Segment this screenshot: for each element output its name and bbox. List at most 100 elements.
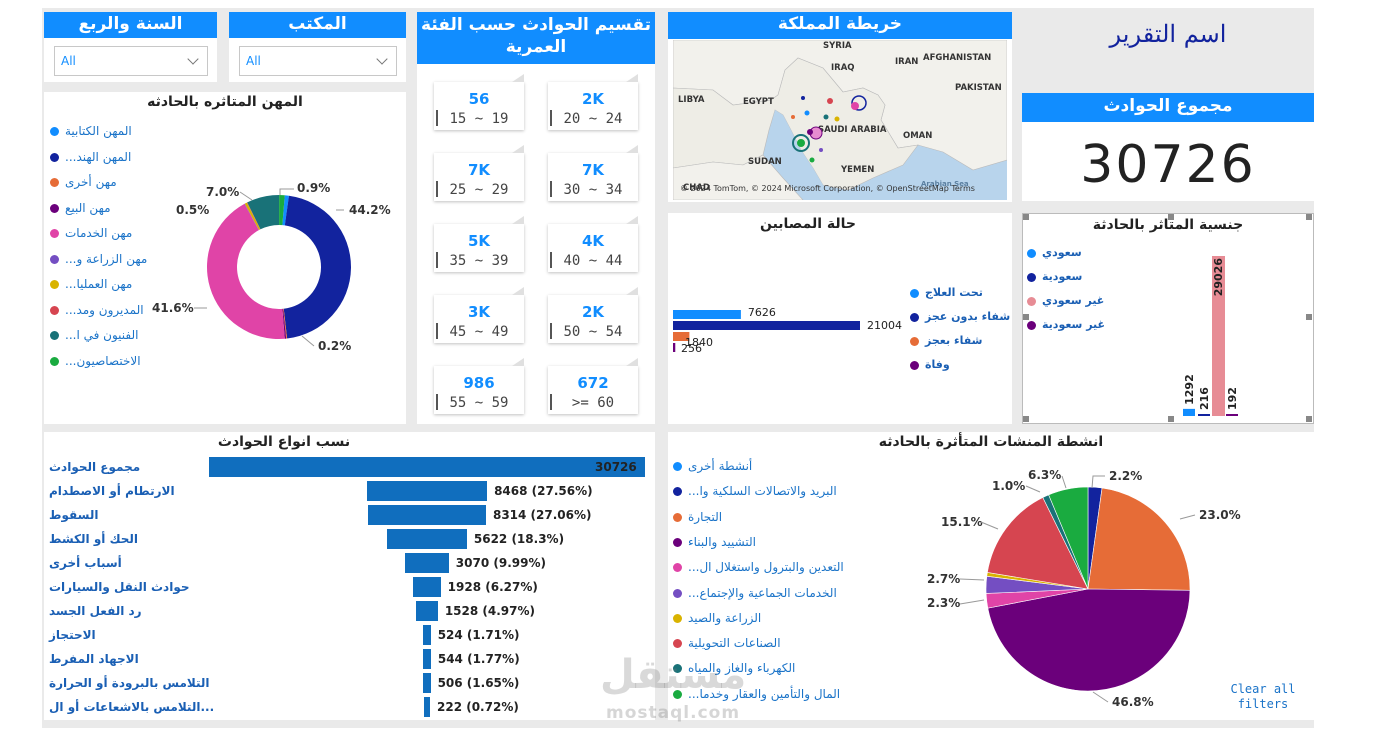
nationality-legend-item[interactable]: غير سعودية bbox=[1027, 318, 1105, 331]
activities-legend-item[interactable]: التعدين والبترول واستغلال ال... bbox=[673, 560, 844, 574]
occupations-legend-item[interactable]: المديرون ومد... bbox=[50, 303, 144, 317]
occupations-legend-item[interactable]: الاختصاصيون... bbox=[50, 354, 141, 368]
donut-slice[interactable] bbox=[282, 308, 287, 339]
donut-slice[interactable] bbox=[247, 195, 280, 230]
funnel-bar[interactable] bbox=[366, 481, 488, 501]
map-attribution[interactable]: © 2024 TomTom, © 2024 Microsoft Corporat… bbox=[680, 184, 975, 193]
funnel-bar[interactable] bbox=[423, 673, 431, 693]
resize-handle-icon[interactable] bbox=[1023, 314, 1029, 320]
map-marker[interactable] bbox=[801, 96, 805, 100]
nationality-bar[interactable] bbox=[1226, 414, 1238, 416]
pie-slice[interactable] bbox=[987, 497, 1089, 590]
map-marker[interactable] bbox=[851, 95, 867, 111]
injured-bar[interactable] bbox=[673, 332, 690, 341]
year-quarter-dropdown[interactable]: All bbox=[54, 46, 208, 76]
activities-legend-item[interactable]: الصناعات التحويلية bbox=[673, 636, 781, 650]
funnel-bar[interactable] bbox=[416, 601, 438, 621]
donut-slice[interactable] bbox=[283, 308, 288, 339]
funnel-bar[interactable] bbox=[424, 697, 430, 717]
funnel-bar[interactable] bbox=[368, 505, 486, 525]
pie-slice[interactable] bbox=[987, 588, 1191, 692]
map-marker[interactable] bbox=[804, 110, 810, 116]
age-card[interactable]: 2K 50 ~ 54 bbox=[548, 287, 638, 343]
donut-slice[interactable] bbox=[283, 195, 351, 339]
injured-bar[interactable] bbox=[673, 310, 741, 319]
nationality-legend-item[interactable]: سعودية bbox=[1027, 270, 1082, 283]
activities-legend-item[interactable]: الكهرباء والغاز والمياه bbox=[673, 661, 795, 675]
activities-legend-item[interactable]: أنشطة أخرى bbox=[673, 459, 752, 473]
occupations-legend-item[interactable]: مهن الزراعة و... bbox=[50, 252, 147, 266]
nationality-legend-item[interactable]: غير سعودي bbox=[1027, 294, 1104, 307]
map-marker[interactable] bbox=[823, 114, 829, 120]
map-marker[interactable] bbox=[834, 116, 840, 122]
nationality-bar[interactable] bbox=[1183, 408, 1195, 416]
age-card[interactable]: 5K 35 ~ 39 bbox=[434, 216, 524, 272]
occupations-legend-item[interactable]: مهن العمليا... bbox=[50, 277, 132, 291]
map-marker[interactable] bbox=[827, 98, 833, 104]
pie-label: 2.7% bbox=[927, 572, 960, 586]
occupations-legend-item[interactable]: المهن الكتابية bbox=[50, 124, 132, 138]
map-marker[interactable] bbox=[807, 129, 813, 135]
clear-filters-button[interactable]: Clear all filters bbox=[1230, 682, 1296, 711]
map-marker[interactable] bbox=[819, 148, 823, 152]
funnel-value-label: 222 (0.72%) bbox=[437, 700, 519, 714]
map-marker[interactable] bbox=[797, 139, 805, 147]
donut-slice[interactable] bbox=[206, 203, 285, 339]
funnel-bar[interactable] bbox=[209, 457, 645, 477]
funnel-bar[interactable] bbox=[413, 577, 441, 597]
activities-legend-item[interactable]: الزراعة والصيد bbox=[673, 611, 761, 625]
nationality-bar[interactable] bbox=[1212, 256, 1225, 416]
activities-legend-item[interactable]: البريد والاتصالات السلكية وا... bbox=[673, 484, 837, 498]
occupations-legend-item[interactable]: مهن أخرى bbox=[50, 175, 117, 189]
age-card[interactable]: 2K 20 ~ 24 bbox=[548, 74, 638, 130]
occupations-legend-item[interactable]: مهن الخدمات bbox=[50, 226, 132, 240]
donut-slice[interactable] bbox=[279, 195, 285, 226]
map-marker[interactable] bbox=[851, 102, 859, 110]
activities-legend-item[interactable]: المال والتأمين والعقار وخدما... bbox=[673, 687, 840, 701]
age-card[interactable]: 4K 40 ~ 44 bbox=[548, 216, 638, 272]
donut-slice[interactable] bbox=[246, 202, 261, 230]
age-card[interactable]: 56 15 ~ 19 bbox=[434, 74, 524, 130]
resize-handle-icon[interactable] bbox=[1306, 214, 1312, 220]
age-card[interactable]: 7K 25 ~ 29 bbox=[434, 145, 524, 201]
resize-handle-icon[interactable] bbox=[1306, 314, 1312, 320]
funnel-bar[interactable] bbox=[405, 553, 449, 573]
pie-slice[interactable] bbox=[1048, 486, 1089, 590]
nationality-legend-item[interactable]: سعودي bbox=[1027, 246, 1082, 259]
map-marker[interactable] bbox=[809, 157, 815, 163]
age-card[interactable]: 986 55 ~ 59 bbox=[434, 358, 524, 414]
occupations-legend-item[interactable]: مهن البيع bbox=[50, 201, 111, 215]
occupations-legend-item[interactable]: المهن الهند... bbox=[50, 150, 131, 164]
injured-legend-item[interactable]: شفاء بدون عجز bbox=[910, 310, 1010, 323]
resize-handle-icon[interactable] bbox=[1023, 416, 1029, 422]
age-card[interactable]: 3K 45 ~ 49 bbox=[434, 287, 524, 343]
donut-slice[interactable] bbox=[282, 195, 289, 226]
saudi-map[interactable]: SYRIA IRAQ IRAN AFGHANISTAN LIBYA EGYPT PAKIST… bbox=[673, 40, 1007, 200]
resize-handle-icon[interactable] bbox=[1306, 416, 1312, 422]
office-dropdown[interactable]: All bbox=[239, 46, 397, 76]
injured-bar[interactable] bbox=[673, 343, 676, 352]
map-marker[interactable] bbox=[792, 134, 810, 152]
donut-slice[interactable] bbox=[244, 202, 261, 231]
injured-bar[interactable] bbox=[673, 321, 860, 330]
pie-slice[interactable] bbox=[1087, 487, 1191, 591]
nationality-bar[interactable] bbox=[1198, 414, 1210, 416]
resize-handle-icon[interactable] bbox=[1023, 214, 1029, 220]
funnel-bar[interactable] bbox=[423, 649, 431, 669]
age-card[interactable]: 7K 30 ~ 34 bbox=[548, 145, 638, 201]
funnel-bar[interactable] bbox=[387, 529, 467, 549]
injured-legend-item[interactable]: تحت العلاج bbox=[910, 286, 983, 299]
age-card[interactable]: 672 >= 60 bbox=[548, 358, 638, 414]
activities-legend-item[interactable]: التجارة bbox=[673, 510, 722, 524]
resize-handle-icon[interactable] bbox=[1168, 214, 1174, 220]
funnel-bar[interactable] bbox=[423, 625, 431, 645]
injured-legend-item[interactable]: وفاة bbox=[910, 358, 950, 371]
activities-legend-item[interactable]: التشييد والبناء bbox=[673, 535, 756, 549]
activities-legend-item[interactable]: الخدمات الجماعية والإجتماع... bbox=[673, 586, 837, 600]
resize-handle-icon[interactable] bbox=[1168, 416, 1174, 422]
injured-legend-item[interactable]: شفاء بعجز bbox=[910, 334, 982, 347]
map-marker[interactable] bbox=[791, 115, 795, 119]
funnel-row-label: السقوط bbox=[49, 508, 99, 522]
donut-slice[interactable] bbox=[244, 203, 260, 231]
occupations-legend-item[interactable]: الفنيون في ا... bbox=[50, 328, 138, 342]
